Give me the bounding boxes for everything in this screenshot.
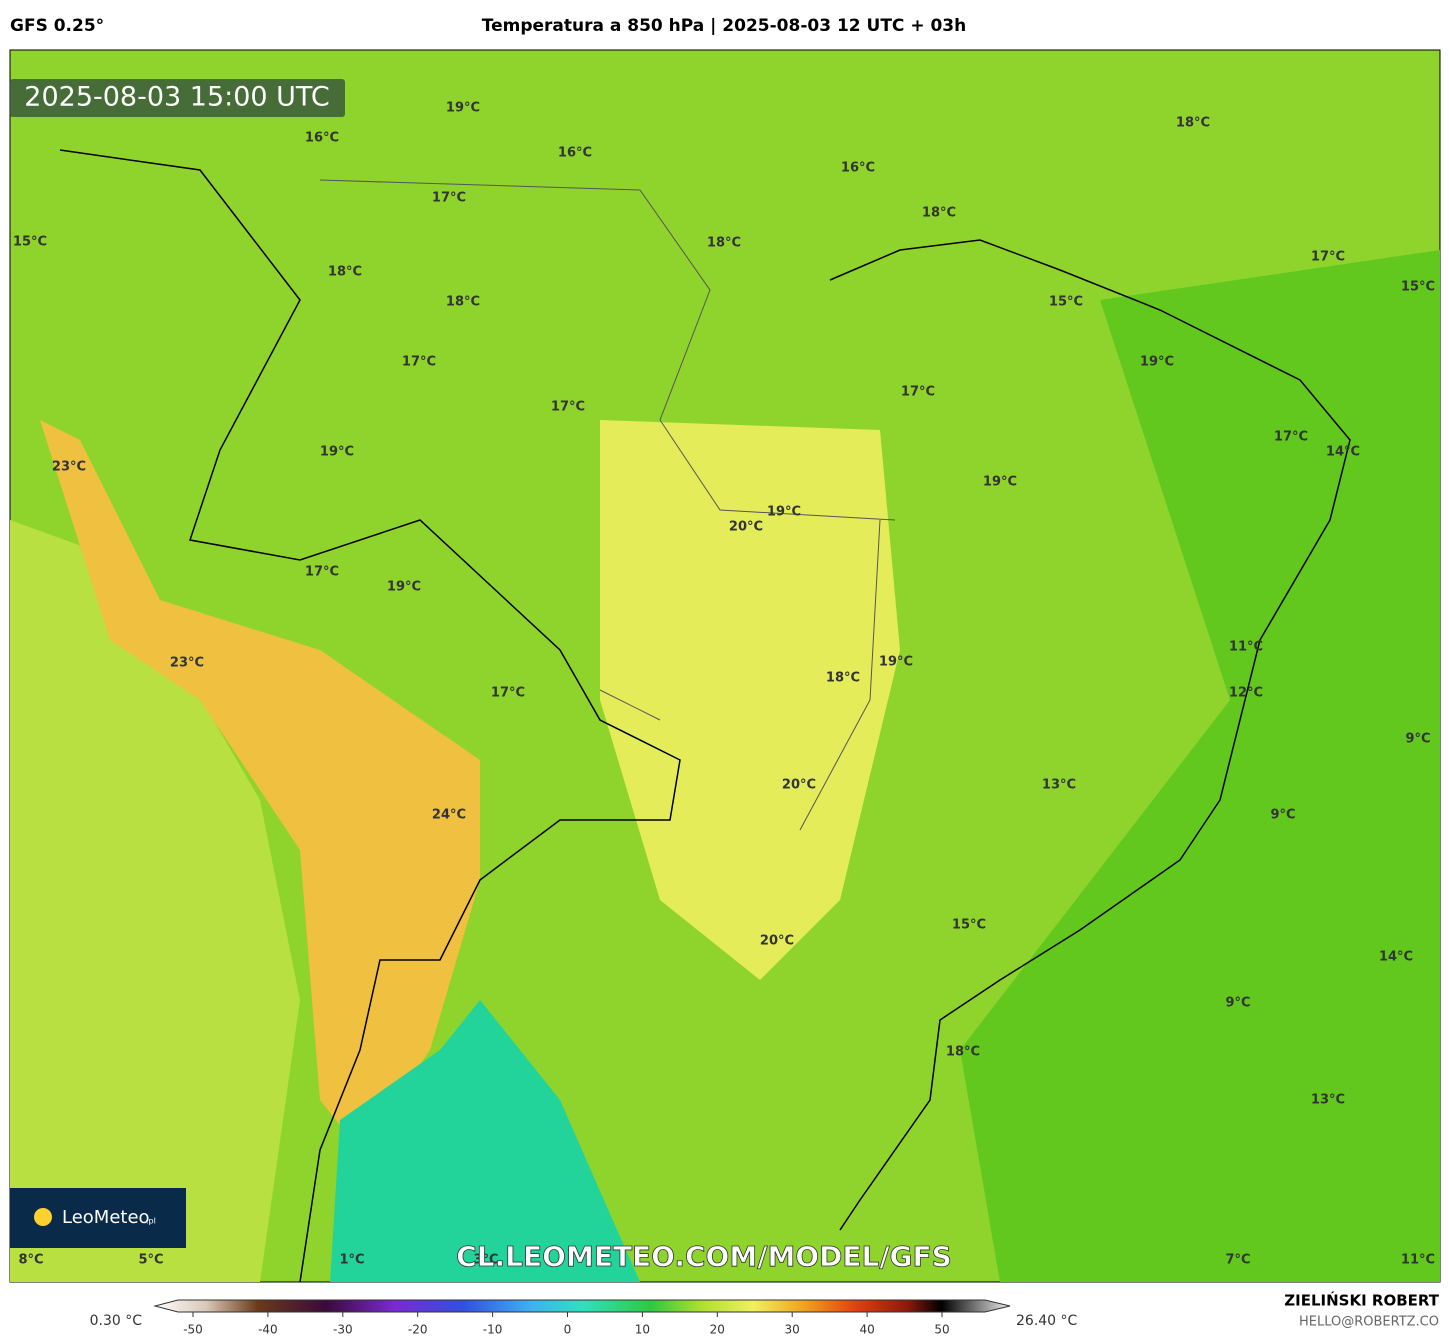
temp-label: 18°C bbox=[707, 236, 741, 251]
temp-label: 18°C bbox=[946, 1045, 980, 1060]
temp-label: 3°C bbox=[473, 1253, 498, 1268]
temp-label: 19°C bbox=[983, 475, 1017, 490]
temp-label: 23°C bbox=[170, 656, 204, 671]
warm-area bbox=[600, 420, 900, 980]
temp-label: 13°C bbox=[1311, 1093, 1345, 1108]
title: Temperatura a 850 hPa | 2025-08-03 12 UT… bbox=[482, 16, 967, 36]
state-border bbox=[319, 179, 896, 831]
temp-label: 15°C bbox=[952, 918, 986, 933]
colorbar-tick-label: 0 bbox=[564, 1323, 572, 1337]
temp-label: 11°C bbox=[1401, 1253, 1435, 1268]
temp-label: 19°C bbox=[320, 445, 354, 460]
temp-label: 23°C bbox=[52, 460, 86, 475]
temp-label: 17°C bbox=[432, 191, 466, 206]
warm-area bbox=[10, 520, 300, 1282]
temp-label: 18°C bbox=[1176, 116, 1210, 131]
temp-label: 19°C bbox=[879, 655, 913, 670]
temp-label: 18°C bbox=[446, 295, 480, 310]
temp-label: 16°C bbox=[841, 161, 875, 176]
temp-label: 17°C bbox=[551, 400, 585, 415]
colorbar-tick-label: 10 bbox=[635, 1323, 650, 1337]
colorbar-bar bbox=[153, 1299, 1011, 1313]
ocean-shade bbox=[960, 250, 1440, 1282]
temp-label: 18°C bbox=[328, 265, 362, 280]
colorbar: 0.30 °C 26.40 °C -50 -40 -30 -20 -10 0 10 20 30 4… bbox=[90, 1299, 1078, 1337]
temp-label: 12°C bbox=[1229, 686, 1263, 701]
colorbar-min: 0.30 °C bbox=[90, 1313, 143, 1329]
colorbar-tick-label: -30 bbox=[333, 1323, 353, 1337]
temp-label: 20°C bbox=[760, 934, 794, 949]
temp-label: 7°C bbox=[1225, 1253, 1250, 1268]
temp-label: 17°C bbox=[491, 686, 525, 701]
map: 19°C 16°C 16°C 16°C 18°C 17°C 18°C 18°C 15°C 17°C… bbox=[9, 49, 1441, 1283]
colorbar-tick-label: -10 bbox=[483, 1323, 503, 1337]
colorbar-tick-label: -20 bbox=[408, 1323, 428, 1337]
temp-label: 9°C bbox=[1405, 732, 1430, 747]
temp-label: 17°C bbox=[1274, 430, 1308, 445]
temp-label: 15°C bbox=[1401, 280, 1435, 295]
temp-label: 16°C bbox=[305, 131, 339, 146]
temp-label: 5°C bbox=[138, 1253, 163, 1268]
colorbar-tick-label: 40 bbox=[859, 1323, 874, 1337]
temp-label: 19°C bbox=[387, 580, 421, 595]
temp-label: 20°C bbox=[782, 778, 816, 793]
temp-label: 24°C bbox=[432, 808, 466, 823]
temp-label: 13°C bbox=[1042, 778, 1076, 793]
logo: LeoMeteo bbox=[62, 1207, 150, 1228]
temp-label: 15°C bbox=[13, 235, 47, 250]
temp-label: 15°C bbox=[1049, 295, 1083, 310]
logo-suffix: .pl bbox=[146, 1217, 156, 1226]
colorbar-tick-label: 50 bbox=[934, 1323, 949, 1337]
temp-label: 14°C bbox=[1326, 445, 1360, 460]
colorbar-tick-label: -40 bbox=[258, 1323, 278, 1337]
temp-label: 18°C bbox=[826, 671, 860, 686]
temp-label: 17°C bbox=[305, 565, 339, 580]
cold-area bbox=[330, 1000, 640, 1282]
email: HELLO@ROBERTZ.CO bbox=[1299, 1315, 1439, 1330]
model: GFS 0.25° bbox=[10, 16, 104, 36]
temp-label: 19°C bbox=[1140, 355, 1174, 370]
temp-label: 19°C bbox=[446, 101, 480, 116]
timestamp-box bbox=[10, 79, 345, 117]
colorbar-tick-label: 20 bbox=[710, 1323, 725, 1337]
temp-label: 17°C bbox=[1311, 250, 1345, 265]
watermark: CL.LEOMETEO.COM/MODEL/GFS bbox=[456, 1240, 952, 1273]
colorbar-max: 26.40 °C bbox=[1016, 1313, 1078, 1329]
coastline-border bbox=[59, 149, 1351, 1283]
temp-label: 9°C bbox=[1225, 996, 1250, 1011]
temp-label: 16°C bbox=[558, 146, 592, 161]
author: ZIELIŃSKI ROBERT bbox=[1284, 1291, 1439, 1310]
temp-label: 17°C bbox=[901, 385, 935, 400]
logo-sun bbox=[34, 1208, 52, 1226]
andes bbox=[40, 420, 480, 1150]
temp-label: 20°C bbox=[729, 520, 763, 535]
temp-label: 11°C bbox=[1229, 640, 1263, 655]
temp-label: 1°C bbox=[339, 1253, 364, 1268]
colorbar-tick-label: -50 bbox=[183, 1323, 203, 1337]
colorbar-tick-label: 30 bbox=[785, 1323, 800, 1337]
temp-label: 9°C bbox=[1270, 808, 1295, 823]
temp-label: 8°C bbox=[18, 1253, 43, 1268]
timestamp: 2025-08-03 15:00 UTC bbox=[24, 82, 329, 113]
temp-label: 14°C bbox=[1379, 950, 1413, 965]
temp-label: 19°C bbox=[767, 505, 801, 520]
temp-label: 17°C bbox=[402, 355, 436, 370]
temp-label: 18°C bbox=[922, 206, 956, 221]
